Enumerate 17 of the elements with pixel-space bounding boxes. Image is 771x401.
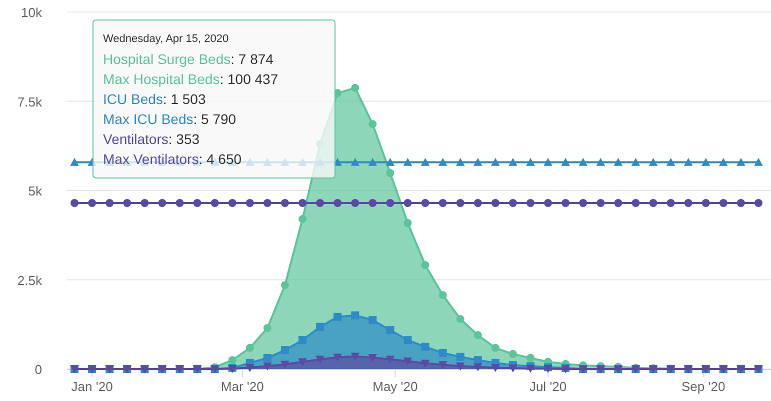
y-tick-label: 7.5k [17, 94, 42, 110]
annotation: Wednesday, Apr 15, 2020 [103, 33, 229, 45]
y-tick-label: 0 [34, 362, 42, 377]
annotation: Ventilators: 353 [103, 131, 200, 147]
x-tick-label: Mar '20 [220, 379, 264, 394]
x-tick-label: Sep '20 [682, 379, 726, 394]
x-tick-label: May '20 [372, 379, 418, 394]
y-tick-label: 10k [21, 5, 42, 20]
annotation: ICU Beds: 1 503 [103, 91, 206, 107]
y-tick-label: 5k [28, 184, 42, 198]
annotation: Hospital Surge Beds: 7 874 [103, 51, 274, 67]
annotation: Max ICU Beds: 5 790 [103, 111, 236, 127]
annotation: Max Hospital Beds: 100 437 [103, 71, 278, 87]
x-tick-label: Jan '20 [71, 379, 113, 394]
x-tick-label: Jul '20 [529, 379, 567, 394]
annotation: Max Ventilators: 4 650 [103, 151, 242, 167]
y-tick-label: 2.5k [17, 272, 42, 288]
